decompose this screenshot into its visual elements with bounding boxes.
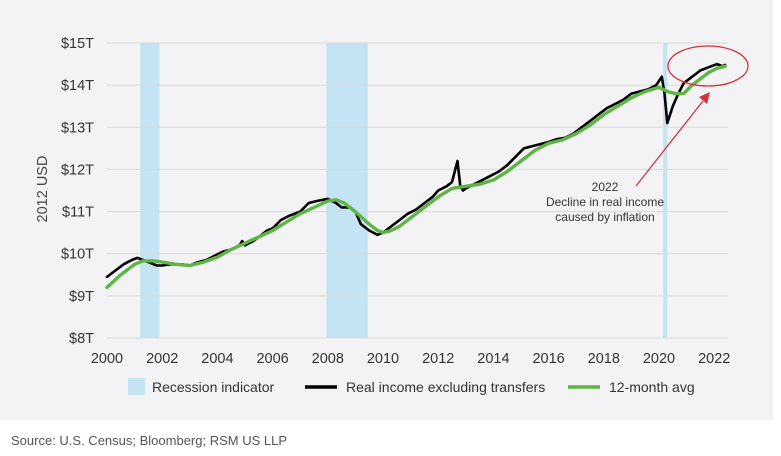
- x-tick-label: 2012: [422, 351, 454, 367]
- legend-label: Real income excluding transfers: [346, 379, 545, 395]
- x-tick-label: 2016: [532, 351, 564, 367]
- x-tick-label: 2018: [588, 351, 620, 367]
- y-tick-label: $12T: [61, 162, 94, 178]
- x-tick-label: 2008: [312, 351, 344, 367]
- recession-band-3: [663, 43, 668, 338]
- x-tick-label: 2002: [146, 351, 178, 367]
- y-axis-ticks: $8T $9T $10T $11T $12T $13T $14T $15T: [61, 36, 94, 347]
- chart-panel: 2022 Decline in real income caused by infl…: [0, 0, 773, 420]
- x-tick-label: 2014: [477, 351, 509, 367]
- y-tick-label: $8T: [69, 331, 94, 347]
- series-lines: [105, 62, 727, 290]
- source-note: Source: U.S. Census; Bloomberg; RSM US L…: [11, 433, 288, 448]
- legend-label: Recession indicator: [152, 379, 275, 395]
- annotation-arrowhead: [699, 92, 710, 104]
- y-tick-label: $11T: [62, 205, 94, 221]
- recession-bands: [140, 43, 668, 338]
- series-line-real-income: [105, 62, 727, 279]
- y-tick-label: $15T: [61, 36, 94, 52]
- x-tick-label: 2022: [698, 351, 730, 367]
- x-tick-label: 2000: [91, 351, 123, 367]
- annotation-arrow-line: [635, 100, 704, 187]
- y-axis-label: 2012 USD: [35, 156, 51, 223]
- recession-band-1: [140, 43, 160, 338]
- annotation-text: Decline in real income: [546, 195, 664, 209]
- x-tick-label: 2020: [643, 351, 675, 367]
- legend: Recession indicator Real income excluding…: [128, 378, 695, 395]
- series-line-12-month-avg: [105, 64, 727, 290]
- legend-label: 12-month avg: [609, 379, 695, 395]
- y-tick-label: $13T: [61, 120, 94, 136]
- y-tick-label: $14T: [61, 78, 94, 94]
- x-axis-ticks: 2000 2002 2004 2006 2008 2010 2012 2014 2016 2018…: [91, 351, 730, 367]
- x-tick-label: 2010: [367, 351, 399, 367]
- highlight-ellipse: [667, 45, 749, 87]
- gridlines: [107, 42, 728, 339]
- y-tick-label: $9T: [69, 289, 94, 305]
- y-tick-label: $10T: [61, 247, 94, 263]
- x-tick-label: 2006: [256, 351, 288, 367]
- annotation-text: caused by inflation: [555, 210, 654, 224]
- annotation-text: 2022: [592, 180, 619, 194]
- recession-band-2: [326, 43, 368, 338]
- x-tick-label: 2004: [201, 351, 233, 367]
- legend-swatch-recession: [128, 378, 145, 395]
